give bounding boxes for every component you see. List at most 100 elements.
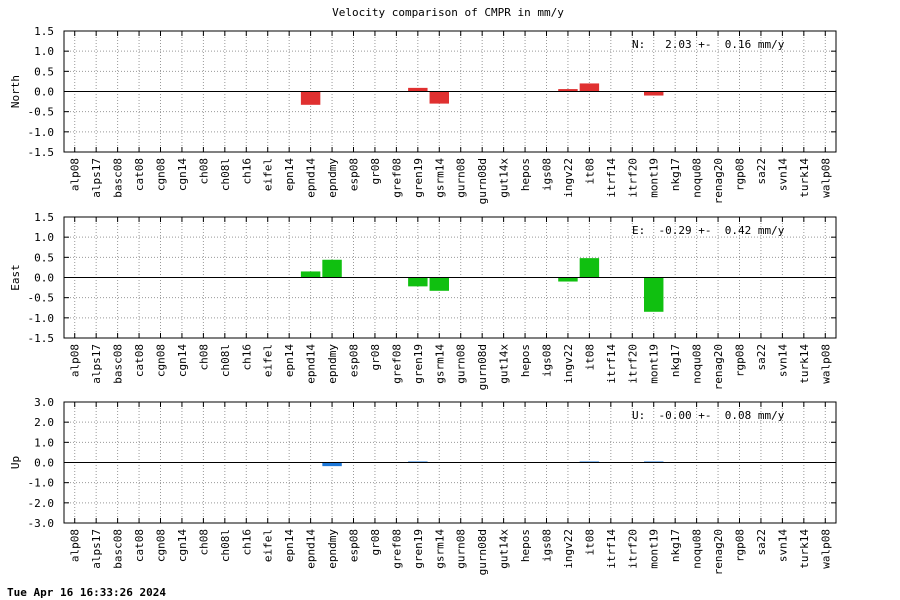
- x-tick-label: alp08: [69, 158, 82, 191]
- x-tick-label: gref08: [390, 158, 403, 198]
- x-tick-label: eifel: [262, 529, 275, 562]
- y-tick-label: -1.0: [28, 312, 55, 325]
- x-tick-label: basc08: [112, 529, 125, 569]
- x-tick-label: itrf14: [605, 158, 618, 198]
- x-tick-label: cgn08: [155, 158, 168, 191]
- y-tick-label: 0.0: [34, 457, 54, 470]
- y-tick-label: 0.5: [34, 65, 54, 78]
- x-tick-label: gurn08: [455, 344, 468, 384]
- x-tick-label: sa22: [755, 529, 768, 556]
- bar-epnd14: [300, 271, 321, 278]
- bar-ingv22: [558, 277, 578, 282]
- x-tick-label: cat08: [133, 344, 146, 377]
- x-tick-label: gren19: [412, 344, 425, 384]
- x-tick-label: ch08l: [219, 344, 232, 377]
- x-tick-label: esp08: [348, 344, 361, 377]
- y-tick-label: -0.5: [28, 292, 55, 305]
- x-tick-label: walp08: [819, 344, 832, 384]
- x-tick-label: eifel: [262, 158, 275, 191]
- x-tick-label: ch08: [197, 158, 210, 185]
- x-tick-label: rgp08: [734, 158, 747, 191]
- y-tick-label: -2.0: [28, 497, 55, 510]
- x-tick-label: svn14: [776, 344, 789, 377]
- y-tick-label: -1.0: [28, 126, 55, 139]
- x-tick-label: ch16: [240, 344, 253, 371]
- x-tick-label: gurn08: [455, 529, 468, 569]
- bar-ingv22: [558, 89, 578, 92]
- x-tick-label: gurn08: [455, 158, 468, 198]
- bar-gsrm14: [429, 277, 449, 291]
- x-tick-label: esp08: [348, 529, 361, 562]
- y-tick-label: -0.5: [28, 106, 55, 119]
- x-tick-label: gut14x: [498, 529, 511, 569]
- x-tick-label: renag20: [712, 158, 725, 204]
- panel-east: -1.5 -1.0 -0.5 0.0 0.5 1.0 1.5 alp08 alps17 basc0…: [9, 211, 837, 390]
- x-tick-label: hepos: [519, 529, 532, 562]
- chart-title: Velocity comparison of CMPR in mm/y: [332, 6, 564, 19]
- bar-mont19: [644, 91, 664, 96]
- bar-epndmy: [322, 462, 342, 467]
- x-tick-label: ch08l: [219, 158, 232, 191]
- bar-it08: [579, 258, 600, 278]
- x-tick-label: turk14: [798, 529, 811, 569]
- y-tick-label: -3.0: [28, 517, 55, 530]
- bar-gren19: [408, 87, 428, 92]
- x-tick-label: alp08: [69, 529, 82, 562]
- panel-north: -1.5 -1.0 -0.5 0.0 0.5 1.0 1.5 alp08 alps17 basc0…: [9, 25, 837, 204]
- x-tick-label: ingv22: [562, 529, 575, 569]
- y-tick-label: 0.5: [34, 251, 54, 264]
- x-tick-label: igs08: [541, 158, 554, 191]
- x-tick-label: ch08: [197, 529, 210, 556]
- y-tick-label: 0.0: [34, 272, 54, 285]
- x-tick-label: mont19: [648, 344, 661, 384]
- bar-it08: [579, 83, 600, 92]
- x-tick-label: ingv22: [562, 344, 575, 384]
- x-tick-label: nkg17: [669, 158, 682, 191]
- x-tick-label: gr08: [369, 529, 382, 556]
- x-tick-label: renag20: [712, 529, 725, 575]
- bar-mont19: [644, 277, 664, 312]
- x-tick-label: ingv22: [562, 158, 575, 198]
- y-axis-label: North: [9, 75, 22, 108]
- bar-epndmy: [322, 259, 342, 278]
- y-tick-label: 1.5: [34, 211, 54, 224]
- stats-annotation: U: -0.00 +- 0.08 mm/y: [632, 409, 785, 422]
- y-axis-label: East: [9, 264, 22, 291]
- x-tick-label: cat08: [133, 529, 146, 562]
- plot-frame: [63, 216, 837, 339]
- x-tick-label: gren19: [412, 529, 425, 569]
- x-tick-label: cat08: [133, 158, 146, 191]
- timestamp-footer: Tue Apr 16 16:33:26 2024: [7, 586, 166, 599]
- x-tick-label: itrf14: [605, 529, 618, 569]
- x-tick-label: ch16: [240, 158, 253, 185]
- stats-annotation: E: -0.29 +- 0.42 mm/y: [632, 224, 785, 237]
- x-tick-label: epndmy: [326, 344, 339, 384]
- x-tick-label: it08: [583, 158, 596, 185]
- x-tick-label: gsrm14: [433, 158, 446, 198]
- x-tick-label: epnd14: [305, 344, 318, 384]
- x-tick-label: alps17: [90, 529, 103, 569]
- x-tick-label: nkg17: [669, 529, 682, 562]
- x-tick-label: gref08: [390, 344, 403, 384]
- x-tick-label: ch08: [197, 344, 210, 371]
- x-tick-label: svn14: [776, 158, 789, 191]
- y-tick-label: 1.0: [34, 436, 54, 449]
- x-tick-label: cgn14: [176, 529, 189, 562]
- x-tick-label: noqu08: [691, 344, 704, 384]
- x-tick-label: mont19: [648, 158, 661, 198]
- x-tick-label: nkg17: [669, 344, 682, 377]
- x-tick-label: itrf14: [605, 344, 618, 384]
- x-tick-label: itrf20: [626, 529, 639, 569]
- x-tick-label: it08: [583, 529, 596, 556]
- x-tick-label: svn14: [776, 529, 789, 562]
- x-tick-label: turk14: [798, 158, 811, 198]
- x-tick-label: alp08: [69, 344, 82, 377]
- bar-gsrm14: [429, 91, 449, 104]
- x-tick-label: cgn14: [176, 158, 189, 191]
- x-tick-label: mont19: [648, 529, 661, 569]
- plot-frame: [63, 401, 837, 524]
- x-tick-label: gurn08d: [476, 529, 489, 575]
- x-tick-label: alps17: [90, 344, 103, 384]
- y-tick-label: 0.0: [34, 86, 54, 99]
